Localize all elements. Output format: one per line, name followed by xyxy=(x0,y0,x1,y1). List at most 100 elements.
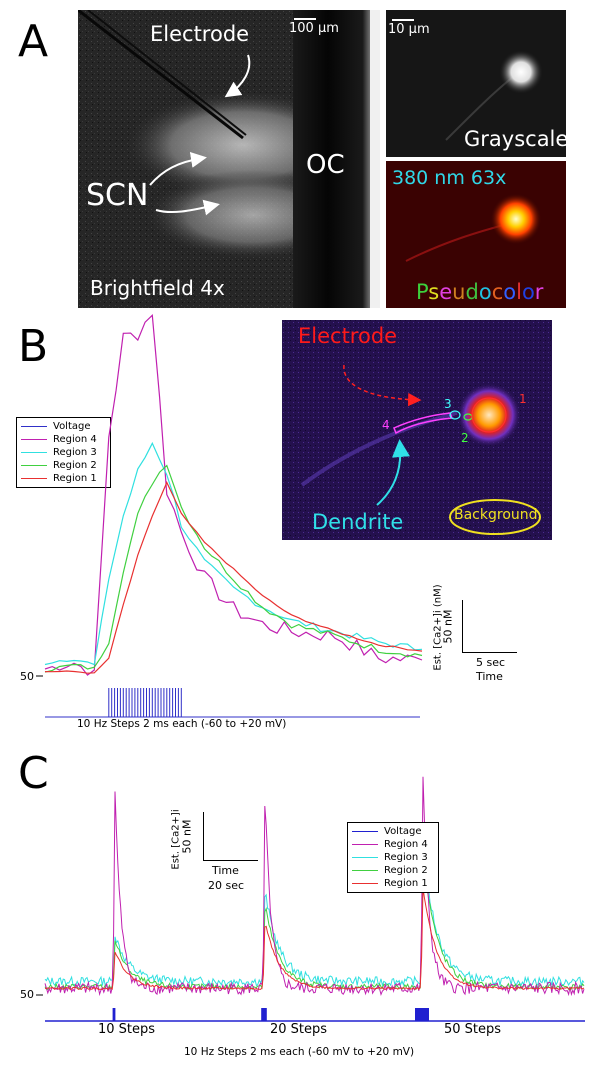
series-line-region-3 xyxy=(44,441,423,666)
region-1-outline xyxy=(471,397,507,433)
scale-bar-c-vertical xyxy=(203,812,204,860)
scale-bar-c-time-value: 20 sec xyxy=(208,879,245,892)
pseudocolor-caption-letter: o xyxy=(503,280,517,304)
legend-c-item-voltage: Voltage xyxy=(352,825,434,838)
scale-bar-100um-label: 100 µm xyxy=(289,21,339,36)
legend-b-swatch xyxy=(21,439,47,440)
legend-b-swatch xyxy=(21,452,47,453)
legend-c-swatch xyxy=(352,857,378,858)
legend-c-swatch xyxy=(352,870,378,871)
legend-b-swatch xyxy=(21,478,47,479)
region-number-2: 2 xyxy=(461,431,469,445)
scale-bar-10um xyxy=(392,19,414,21)
pseudocolor-caption-letter: s xyxy=(428,280,440,304)
brightfield-render xyxy=(78,10,380,308)
brightfield-image: Electrode 100 µm SCN OC Brightfield 4x xyxy=(78,10,380,308)
legend-b-item-region-2: Region 2 xyxy=(21,459,106,472)
legend-c-swatch xyxy=(352,844,378,845)
chart-b xyxy=(36,314,423,718)
legend-b-item-region-3: Region 3 xyxy=(21,446,106,459)
stimulus-category-10: 10 Steps xyxy=(98,1022,156,1037)
legend-b-item-region-1: Region 1 xyxy=(21,472,106,485)
chart-c xyxy=(36,776,585,1022)
grayscale-caption: Grayscale xyxy=(464,127,566,151)
panel-label-b: B xyxy=(18,321,49,372)
scn-arrow-upper xyxy=(149,151,207,186)
region-number-1: 1 xyxy=(519,392,527,406)
legend-b-swatch xyxy=(21,426,47,427)
series-line-region-2 xyxy=(44,464,423,673)
scale-bar-b-time-value: 5 sec xyxy=(476,656,506,669)
stimulus-category-50: 50 Steps xyxy=(444,1022,502,1037)
legend-c-item-region-3: Region 3 xyxy=(352,851,434,864)
series-line-region-3 xyxy=(44,849,585,988)
pseudocolor-caption-letter: P xyxy=(416,280,429,304)
stimulus-label-c: 10 Hz Steps 2 ms each (-60 mV to +20 mV) xyxy=(184,1046,415,1058)
legend-c-item-region-2: Region 2 xyxy=(352,864,434,877)
region-3-outline xyxy=(449,410,461,420)
series-line-region-1 xyxy=(44,887,585,991)
scale-bar-b-vertical xyxy=(462,600,463,652)
legend-c-swatch xyxy=(352,831,378,832)
panel-label-a: A xyxy=(18,16,49,67)
background-label: Background xyxy=(454,507,538,523)
series-line-region-1 xyxy=(44,481,423,674)
dendrite-label: Dendrite xyxy=(312,510,404,534)
pseudocolor-caption-letter: u xyxy=(452,280,466,304)
oc-label: OC xyxy=(306,150,345,180)
scale-bar-100um xyxy=(294,18,316,20)
pseudocolor-caption-letter: e xyxy=(439,280,453,304)
legend-c-label: Region 4 xyxy=(384,839,428,850)
cell-region-image: Electrode Dendrite Background 1 2 3 4 xyxy=(282,320,552,540)
pseudocolor-title: 380 nm 63x xyxy=(392,167,507,189)
grayscale-image: 10 µm Grayscale xyxy=(386,10,566,157)
legend-c-swatch xyxy=(352,883,378,884)
electrode-pointer-arrow xyxy=(343,364,422,407)
region-number-3: 3 xyxy=(444,397,452,411)
pseudocolor-caption-letter: d xyxy=(465,280,479,304)
region-number-4: 4 xyxy=(382,418,390,432)
cell-region-render xyxy=(282,320,552,540)
annotation-arrows xyxy=(149,54,251,216)
voltage-stim-block-c xyxy=(112,1008,116,1021)
legend-c-item-region-4: Region 4 xyxy=(352,838,434,851)
legend-c-label: Region 3 xyxy=(384,852,428,863)
pseudocolor-caption-letter: o xyxy=(521,280,535,304)
scale-bar-c-horizontal xyxy=(203,860,258,861)
scale-bar-10um-label: 10 µm xyxy=(388,22,430,37)
voltage-stim-block-c xyxy=(415,1008,429,1021)
scale-bar-c-time-label: Time xyxy=(212,864,239,877)
legend-c: Voltage Region 4 Region 3 Region 2 Regio… xyxy=(347,822,439,893)
pseudocolor-caption-letter: o xyxy=(478,280,492,304)
legend-c-label: Region 2 xyxy=(384,865,428,876)
series-line-region-2 xyxy=(44,854,585,992)
electrode-label: Electrode xyxy=(150,22,250,46)
brightfield-caption: Brightfield 4x xyxy=(90,276,225,300)
pseudocolor-render xyxy=(386,161,566,308)
scale-bar-b-horizontal xyxy=(462,652,517,653)
electrode-label-b: Electrode xyxy=(298,324,398,348)
legend-b-label: Region 3 xyxy=(53,447,97,458)
pseudocolor-caption-letter: l xyxy=(516,280,522,304)
grayscale-render xyxy=(445,50,543,141)
voltage-stim-block-c xyxy=(261,1008,267,1021)
stimulus-category-20: 20 Steps xyxy=(270,1022,328,1037)
legend-b-swatch xyxy=(21,465,47,466)
scale-bar-b-value: 50 nM xyxy=(441,609,455,644)
panel-label-c: C xyxy=(18,748,49,799)
legend-b-item-voltage: Voltage xyxy=(21,420,106,433)
electrode-arrow xyxy=(224,54,251,98)
legend-b-label: Region 2 xyxy=(53,460,97,471)
legend-b-label: Voltage xyxy=(53,421,91,432)
series-line-region-4 xyxy=(44,776,585,997)
pseudocolor-image: 380 nm 63x Pseudocolor xyxy=(386,161,566,308)
stimulus-label-b: 10 Hz Steps 2 ms each (-60 to +20 mV) xyxy=(77,718,287,730)
pseudocolor-caption: Pseudocolor xyxy=(416,280,543,304)
scale-bar-c-value: 50 nM xyxy=(180,819,194,854)
y-tick-label-c: 50 xyxy=(20,988,34,1001)
legend-c-item-region-1: Region 1 xyxy=(352,877,434,890)
pseudocolor-caption-letter: c xyxy=(491,280,504,304)
dendrite-pointer-arrow xyxy=(376,439,410,506)
legend-b-label: Region 4 xyxy=(53,434,97,445)
pseudocolor-caption-letter: r xyxy=(534,280,544,304)
